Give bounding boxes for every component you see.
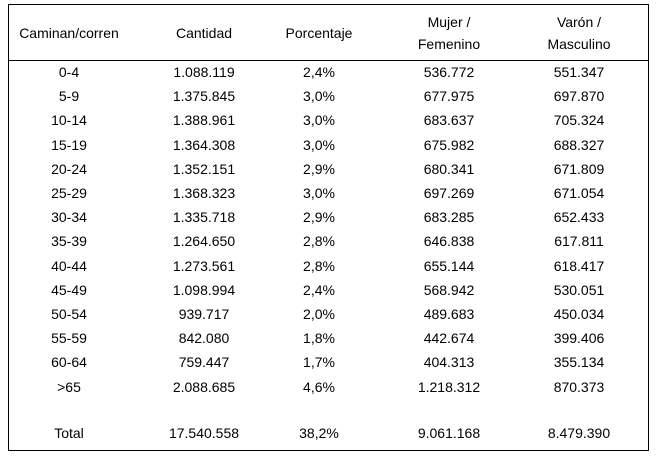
quantity-cell: 1.368.323: [172, 185, 236, 201]
male-cell: 617.811: [554, 233, 604, 250]
age-group-cell: >65: [57, 378, 81, 395]
data-table: Caminan/corren Cantidad Porcentaje Mujer…: [8, 4, 649, 451]
male-cell: 355.134: [553, 354, 605, 371]
total-percentage: 38,2%: [299, 425, 339, 441]
header-age-group: Caminan/corren: [19, 24, 119, 41]
header-female: Mujer / Femenino: [417, 13, 481, 52]
age-group-cell: 60-64: [51, 354, 87, 371]
percentage-cell: 1,8%: [303, 330, 335, 347]
male-cell: 530.051: [553, 281, 605, 298]
quantity-cell: 1.264.650: [172, 233, 236, 250]
female-cell: 683.637: [423, 112, 475, 129]
quantity-cell: 1.273.561: [172, 257, 236, 274]
table-row: 20-24 1.352.151 2,9% 680.341 671.809: [9, 157, 648, 181]
quantity-cell: 1.364.308: [172, 136, 236, 153]
table-row: 50-54 939.717 2,0% 489.683 450.034: [9, 302, 648, 326]
quantity-cell: 759.447: [178, 354, 230, 371]
percentage-cell: 2,8%: [303, 257, 335, 274]
percentage-cell: 3,0%: [303, 112, 335, 129]
percentage-cell: 2,8%: [303, 233, 335, 250]
table-row: 30-34 1.335.718 2,9% 683.285 652.433: [9, 205, 648, 229]
quantity-cell: 2.088.685: [172, 378, 236, 395]
total-label: Total: [54, 425, 84, 441]
table-row: 25-29 1.368.323 3,0% 697.269 671.054: [9, 181, 648, 205]
percentage-cell: 2,4%: [303, 64, 335, 80]
table-row: 35-39 1.264.650 2,8% 646.838 617.811: [9, 229, 648, 253]
quantity-cell: 1.388.961: [172, 112, 236, 129]
table-row: 0-4 1.088.119 2,4% 536.772 551.347: [9, 60, 648, 84]
quantity-cell: 1.088.119: [173, 64, 235, 80]
male-cell: 671.809: [553, 160, 605, 177]
quantity-cell: 1.352.151: [172, 160, 236, 177]
percentage-cell: 3,0%: [303, 136, 335, 153]
female-cell: 404.313: [423, 354, 475, 371]
female-cell: 677.975: [423, 88, 475, 105]
female-cell: 646.838: [423, 233, 475, 250]
percentage-cell: 2,4%: [303, 281, 335, 298]
age-group-cell: 40-44: [51, 257, 87, 274]
percentage-cell: 2,9%: [303, 209, 335, 226]
male-cell: 688.327: [553, 136, 605, 153]
percentage-cell: 2,0%: [303, 306, 335, 322]
age-group-cell: 55-59: [51, 330, 87, 347]
age-group-cell: 30-34: [51, 209, 87, 226]
male-cell: 697.870: [553, 88, 605, 105]
table-row: 60-64 759.447 1,7% 404.313 355.134: [9, 350, 648, 374]
header-percentage: Porcentaje: [285, 24, 353, 41]
female-cell: 655.144: [423, 257, 475, 274]
total-quantity: 17.540.558: [168, 425, 240, 441]
header-male: Varón / Masculino: [547, 13, 611, 52]
table-row: 10-14 1.388.961 3,0% 683.637 705.324: [9, 108, 648, 132]
age-group-cell: 5-9: [58, 88, 80, 105]
table-row: 40-44 1.273.561 2,8% 655.144 618.417: [9, 254, 648, 278]
female-cell: 1.218.312: [417, 378, 481, 395]
total-row: Total 17.540.558 38,2% 9.061.168 8.479.3…: [9, 420, 648, 446]
percentage-cell: 3,0%: [303, 88, 335, 105]
table-row: 45-49 1.098.994 2,4% 568.942 530.051: [9, 278, 648, 302]
percentage-cell: 3,0%: [303, 185, 335, 201]
table-row: 15-19 1.364.308 3,0% 675.982 688.327: [9, 133, 648, 157]
percentage-cell: 1,7%: [303, 354, 335, 371]
female-cell: 675.982: [423, 136, 475, 153]
quantity-cell: 842.080: [178, 330, 230, 347]
age-group-cell: 35-39: [51, 233, 87, 250]
female-cell: 536.772: [423, 64, 475, 80]
male-cell: 705.324: [553, 112, 605, 129]
table-header: Caminan/corren Cantidad Porcentaje Mujer…: [9, 5, 648, 61]
total-male: 8.479.390: [547, 425, 611, 441]
female-cell: 697.269: [423, 185, 475, 201]
header-quantity: Cantidad: [175, 24, 233, 41]
female-cell: 489.683: [423, 306, 475, 322]
age-group-cell: 15-19: [51, 136, 87, 153]
quantity-cell: 939.717: [178, 306, 230, 322]
female-cell: 568.942: [423, 281, 475, 298]
male-cell: 652.433: [553, 209, 605, 226]
quantity-cell: 1.375.845: [172, 88, 236, 105]
table-row: >65 2.088.685 4,6% 1.218.312 870.373: [9, 375, 648, 399]
total-female: 9.061.168: [417, 425, 481, 441]
female-cell: 680.341: [423, 160, 475, 177]
male-cell: 399.406: [553, 330, 605, 347]
age-group-cell: 45-49: [51, 281, 87, 298]
quantity-cell: 1.335.718: [172, 209, 236, 226]
female-cell: 683.285: [423, 209, 475, 226]
male-cell: 618.417: [553, 257, 605, 274]
percentage-cell: 2,9%: [303, 160, 335, 177]
age-group-cell: 0-4: [58, 64, 80, 80]
age-group-cell: 10-14: [51, 112, 87, 129]
male-cell: 551.347: [553, 64, 605, 80]
quantity-cell: 1.098.994: [172, 281, 236, 298]
male-cell: 671.054: [553, 185, 605, 201]
table-row: 5-9 1.375.845 3,0% 677.975 697.870: [9, 84, 648, 108]
age-group-cell: 20-24: [51, 160, 87, 177]
female-cell: 442.674: [423, 330, 475, 347]
male-cell: 870.373: [553, 378, 605, 395]
age-group-cell: 25-29: [51, 185, 87, 201]
age-group-cell: 50-54: [51, 306, 87, 322]
percentage-cell: 4,6%: [303, 378, 335, 395]
male-cell: 450.034: [553, 306, 605, 322]
table-row: 55-59 842.080 1,8% 442.674 399.406: [9, 326, 648, 350]
